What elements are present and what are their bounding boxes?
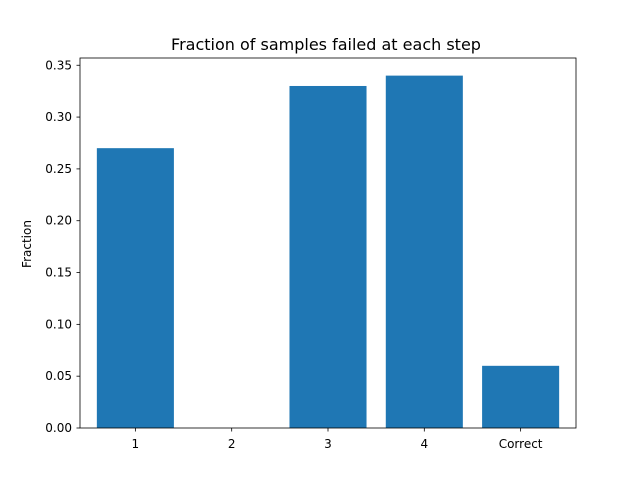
bar-correct (482, 365, 560, 428)
y-tick-label: 0.10 (45, 317, 72, 331)
x-tick-label: Correct (499, 437, 543, 451)
bar-4 (385, 75, 463, 429)
chart-title: Fraction of samples failed at each step (171, 35, 481, 54)
y-tick-label: 0.05 (45, 369, 72, 383)
bar-1 (96, 148, 174, 429)
y-tick-label: 0.20 (45, 214, 72, 228)
y-tick-label: 0.15 (45, 266, 72, 280)
y-tick-label: 0.25 (45, 162, 72, 176)
y-axis-label: Fraction (20, 220, 34, 268)
y-tick-label: 0.35 (45, 58, 72, 72)
y-tick-label: 0.00 (45, 421, 72, 435)
x-tick-label: 2 (228, 437, 236, 451)
plot-area: 0.00 0.05 0.10 0.15 0.20 0.25 0.30 0.35 1 2 3 4 Corr… (45, 57, 577, 451)
x-tick-label: 1 (132, 437, 140, 451)
y-tick-label: 0.30 (45, 110, 72, 124)
x-tick-label: 4 (420, 437, 428, 451)
bar-3 (289, 85, 367, 428)
x-tick-label: 3 (324, 437, 332, 451)
